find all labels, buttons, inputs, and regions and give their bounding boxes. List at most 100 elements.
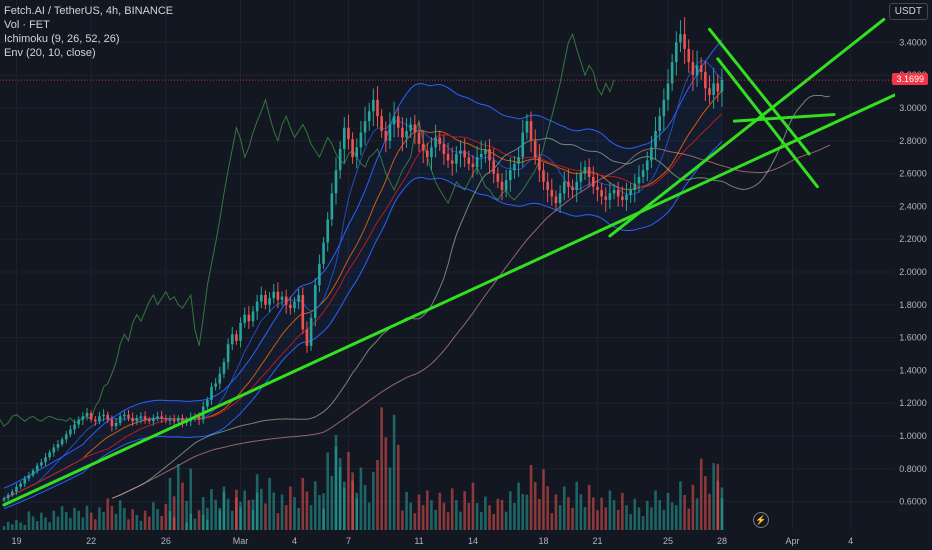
y-tick-label: 0.6000 [899, 497, 927, 507]
volume-bar [289, 486, 292, 530]
volume-bar [558, 505, 562, 530]
envelope-basis [3, 90, 723, 499]
envelope-upper [3, 39, 723, 489]
candle-body [98, 416, 101, 422]
volume-bar [392, 414, 396, 530]
legend-volume[interactable]: Vol · FET [4, 19, 50, 31]
candle-body [347, 127, 350, 140]
candle-body [322, 242, 325, 264]
legend: Fetch.AI / TetherUS, 4h, BINANCE Vol · F… [4, 4, 173, 60]
volume-bar [430, 500, 433, 530]
candle-body [384, 130, 388, 141]
candle-body [44, 457, 47, 463]
volume-bar [633, 498, 637, 530]
candle-body [600, 190, 603, 197]
volume-bar [35, 521, 39, 530]
volume-bar [637, 507, 641, 530]
candle-body [89, 413, 93, 420]
candle-body [6, 495, 10, 499]
volume-bar [380, 407, 383, 530]
candle-body [35, 465, 39, 471]
y-tick-label: 2.4000 [899, 201, 927, 211]
volume-bar [297, 507, 300, 530]
candle-body [243, 314, 246, 323]
volume-bar [658, 500, 661, 530]
candle-body [517, 157, 520, 164]
volume-bar [612, 500, 616, 530]
volume-bar [587, 484, 591, 530]
candle-body [529, 121, 533, 141]
volume-bar [446, 512, 450, 530]
candle-body [197, 416, 201, 420]
volume-bar [280, 494, 284, 530]
x-tick-label: Mar [233, 536, 249, 546]
y-tick-label: 1.0000 [899, 431, 927, 441]
candle-body [23, 478, 27, 484]
candle-body [305, 329, 309, 346]
legend-symbol[interactable]: Fetch.AI / TetherUS, 4h, BINANCE [4, 5, 174, 17]
candle-body [604, 196, 608, 200]
volume-bar [712, 463, 715, 530]
candle-body [110, 419, 114, 427]
volume-bar [600, 497, 603, 530]
volume-bar [2, 526, 6, 530]
volume-bar [56, 516, 60, 530]
volume-bar [372, 471, 375, 530]
volume-bar [704, 476, 707, 530]
legend-ichimoku[interactable]: Ichimoku (9, 26, 52, 26) [4, 33, 120, 45]
candle-body [455, 153, 458, 164]
legend-envelope[interactable]: Env (20, 10, close) [4, 47, 96, 59]
volume-bar [293, 497, 296, 530]
volume-bar [521, 494, 525, 530]
lightning-icon[interactable]: ⚡ [753, 512, 769, 528]
candle-body [106, 414, 110, 420]
volume-bar [699, 458, 703, 530]
volume-bar [123, 508, 126, 530]
candle-body [716, 83, 720, 92]
candle-body [380, 116, 383, 131]
volume-bar [592, 497, 595, 530]
candle-body [260, 294, 263, 302]
volume-bar [413, 513, 417, 530]
candle-body [131, 417, 134, 422]
candle-body [164, 417, 168, 420]
volume-bar [496, 498, 500, 530]
currency-button[interactable]: USDT [888, 3, 928, 20]
x-tick-label: 7 [346, 536, 351, 546]
volume-bar [645, 500, 649, 530]
candle-body [645, 160, 649, 171]
volume-bar [268, 477, 271, 530]
trendline [716, 57, 819, 189]
candle-body [592, 176, 595, 187]
candle-body [562, 181, 566, 194]
candle-body [571, 186, 574, 190]
volume-bar [625, 505, 628, 530]
volume-bar [616, 509, 620, 530]
candle-body [712, 83, 715, 95]
candle-body [683, 34, 686, 49]
candle-body [15, 486, 18, 492]
volume-bar [500, 499, 504, 530]
candle-body [334, 170, 338, 194]
x-tick-label: 26 [161, 536, 171, 546]
volume-bar [484, 496, 487, 530]
candle-body [226, 344, 230, 363]
candle-body [280, 296, 284, 300]
volume-bar [367, 502, 371, 530]
volume-bar [388, 467, 392, 530]
volume-bar [210, 489, 213, 530]
candle-body [343, 127, 346, 149]
volume-bar [147, 516, 151, 530]
x-tick-label: 18 [538, 536, 548, 546]
candle-body [118, 416, 122, 423]
volume-bar [11, 524, 14, 530]
candle-body [230, 334, 234, 345]
candle-body [666, 83, 670, 100]
candle-body [587, 167, 591, 177]
candle-body [27, 475, 31, 479]
candle-body [367, 111, 371, 122]
x-tick-label: 21 [592, 536, 602, 546]
volume-bar [189, 513, 193, 530]
